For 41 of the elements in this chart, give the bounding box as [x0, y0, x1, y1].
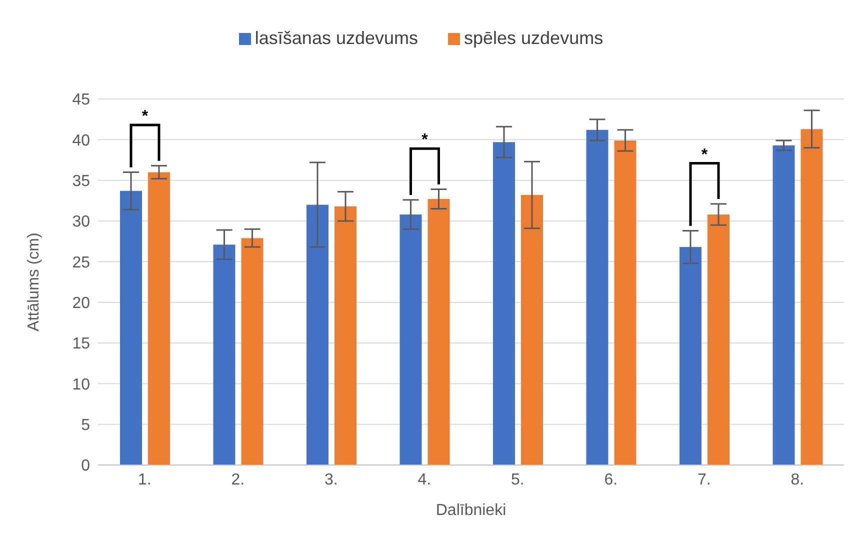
x-tick-label: 2.	[231, 471, 245, 488]
y-tick-label: 35	[72, 173, 90, 190]
y-tick-label: 15	[72, 336, 90, 353]
y-tick-label: 5	[81, 417, 90, 434]
x-tick-label: 5.	[510, 471, 524, 488]
y-tick-label: 20	[72, 295, 90, 312]
annotation: *	[701, 146, 708, 164]
x-tick-label: 1.	[138, 471, 152, 488]
x-tick-label: 6.	[604, 471, 618, 488]
bar	[614, 140, 636, 465]
bar	[493, 142, 515, 465]
y-tick-label: 30	[72, 214, 90, 231]
y-tick-label: 40	[72, 132, 90, 150]
y-tick-label: 45	[72, 92, 90, 109]
x-tick-label: 3.	[324, 471, 338, 488]
bar	[148, 172, 170, 465]
bar	[772, 145, 795, 465]
y-tick-label: 10	[72, 376, 90, 394]
annotation: *	[142, 108, 149, 126]
x-axis-title: Dalībnieki	[436, 502, 506, 519]
y-axis-title: Attālums (cm)	[26, 232, 43, 332]
bar	[334, 206, 356, 465]
bar	[428, 199, 450, 465]
bar	[708, 214, 730, 465]
bar	[680, 247, 702, 465]
bar	[213, 244, 236, 465]
bar	[241, 238, 264, 465]
x-tick-label: 7.	[697, 471, 711, 488]
bar	[400, 214, 422, 465]
annotation: *	[422, 132, 429, 149]
bar	[120, 190, 142, 465]
x-tick-label: 8.	[790, 471, 804, 488]
legend-label: lasīšanas uzdevums	[254, 28, 418, 48]
bar	[521, 194, 543, 465]
bar	[586, 130, 608, 465]
y-tick-label: 0	[81, 458, 90, 475]
bar	[306, 204, 328, 465]
legend-label: spēles uzdevums	[464, 28, 604, 48]
x-tick-label: 4.	[418, 471, 432, 488]
y-tick-label: 25	[72, 254, 90, 272]
bar	[800, 129, 823, 465]
